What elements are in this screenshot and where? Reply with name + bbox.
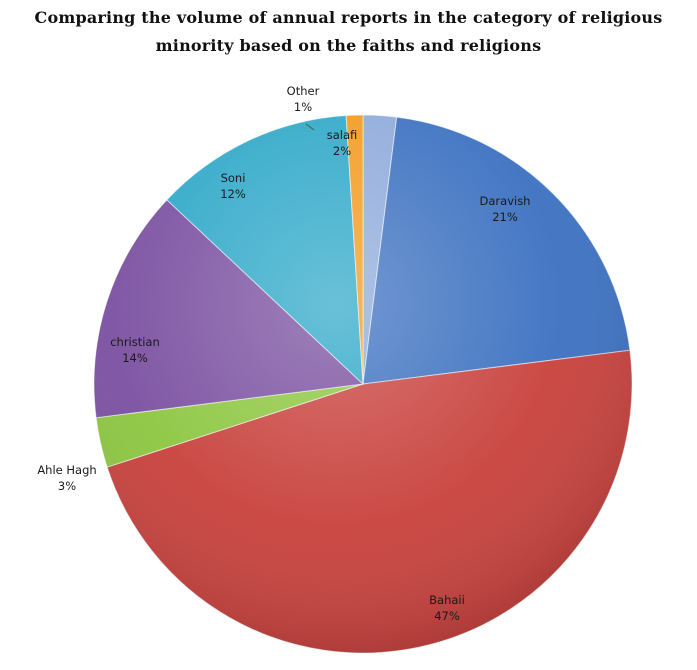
slice-label-bahaii: Bahaii xyxy=(429,593,465,607)
pie-slice-daravish xyxy=(362,116,631,385)
slice-label-christian: christian xyxy=(110,335,160,349)
chart-title-line-2: minority based on the faiths and religio… xyxy=(155,36,542,55)
chart-title-line-1: Comparing the volume of annual reports i… xyxy=(34,8,663,27)
slice-value-salafi: 2% xyxy=(333,144,351,158)
slice-value-bahaii: 47% xyxy=(434,609,460,623)
slice-value-soni: 12% xyxy=(220,187,246,201)
leader-line-other xyxy=(305,123,315,131)
slice-value-daravish: 21% xyxy=(492,210,518,224)
slice-label-other: Other xyxy=(287,84,320,98)
chart-title: Comparing the volume of annual reports i… xyxy=(0,4,697,60)
slice-label-salafi: salafi xyxy=(327,128,358,142)
slice-value-other: 1% xyxy=(294,100,312,114)
slice-label-ahle-hagh: Ahle Hagh xyxy=(37,463,96,477)
slice-label-daravish: Daravish xyxy=(480,194,531,208)
slice-value-ahle-hagh: 3% xyxy=(58,479,76,493)
slice-label-soni: Soni xyxy=(221,171,246,185)
slice-value-christian: 14% xyxy=(122,351,148,365)
